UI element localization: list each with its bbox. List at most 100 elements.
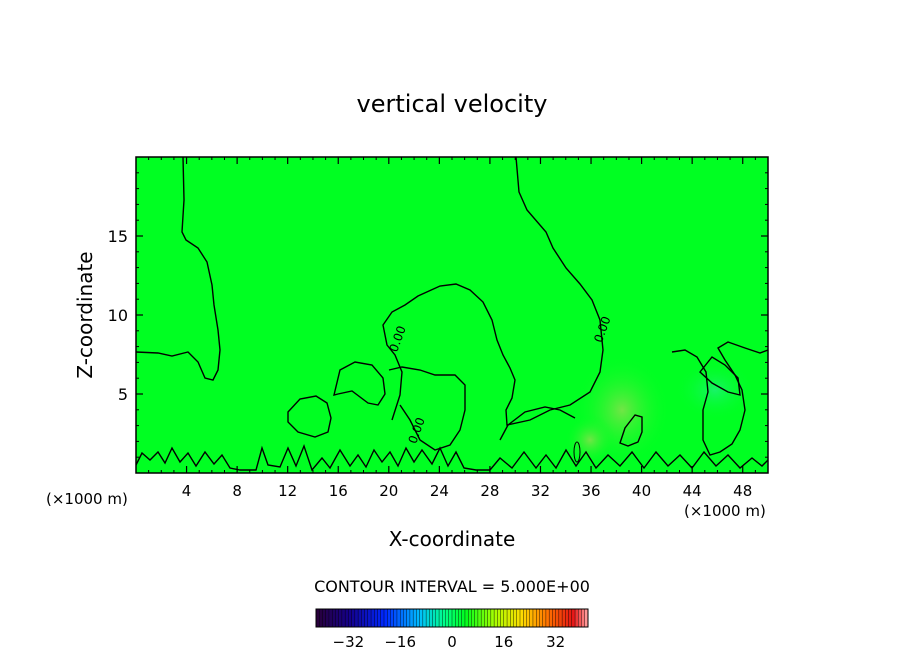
colorbar-cell [331,608,336,628]
contour-interval-text: CONTOUR INTERVAL = 5.000E+00 [314,577,590,596]
colorbar-cell [474,608,479,628]
colorbar-tick-label: 32 [546,633,565,651]
colorbar-cell [506,608,511,628]
colorbar-cell [519,608,524,628]
colorbar-cell [319,608,323,628]
colorbar-cell [442,608,447,628]
colorbar-cell [335,608,340,628]
colorbar-cell [361,608,366,628]
colorbar-cell [435,608,440,628]
y-tick-label: 15 [108,227,128,246]
x-tick-label: 4 [182,482,192,500]
colorbar-cell [380,608,385,628]
colorbar-cell [578,608,583,628]
x-tick-label: 20 [379,482,398,500]
x-tick-label: 48 [733,482,752,500]
colorbar-cell [425,608,430,628]
contour-lines [136,157,768,472]
colorbar-cell [552,608,557,628]
colorbar-ticks: −32 −16 0 16 32 [333,633,566,651]
x-tick-label: 36 [581,482,600,500]
colorbar-cell [467,608,472,628]
colorbar-cell [497,608,502,628]
chart-title: vertical velocity [357,90,548,118]
contour-line-right-a [619,414,643,447]
colorbar-cell [370,608,375,628]
colorbar-cell [455,608,459,628]
contour-line-inner [388,366,466,451]
contour-line-right-c [699,356,741,396]
colorbar-cell [539,608,544,628]
colorbar-tick-label: −32 [333,633,365,651]
colorbar-cell [532,608,537,628]
colorbar-cell [338,608,343,628]
colorbar-cell [490,608,495,628]
contour-line-dome [382,157,604,426]
colorbar-cell [581,608,586,628]
colorbar-tick-label: 0 [447,633,457,651]
colorbar-cell [487,608,492,628]
colorbar-cell [412,608,417,628]
colorbar-cell [344,608,349,628]
colorbar-cell [516,608,521,628]
colorbar-cell [500,608,505,628]
colorbar-cell [461,608,466,628]
x-tick-label: 28 [480,482,499,500]
colorbar-frame [315,608,589,628]
colorbar-cell [510,608,515,628]
colorbar-cell [529,608,534,628]
colorbar-cell [325,608,330,628]
colorbar-cell [390,608,395,628]
colorbar-cell [409,608,414,628]
colorbar-cell [542,608,547,628]
colorbar-cell [513,608,518,628]
colorbar-cell [561,608,566,628]
colorbar-cell [328,608,333,628]
colorbar-cell [451,608,456,628]
x-tick-label: 40 [632,482,651,500]
colorbar-cell [438,608,443,628]
colorbar-cell [448,608,453,628]
colorbar-cell [458,608,463,628]
colorbar-cell [526,608,531,628]
colorbar-cell [464,608,469,628]
colorbar-cell [523,608,527,628]
x-unit-label-right: (×1000 m) [684,502,766,520]
colorbar-cell [354,608,359,628]
x-axis-label: X-coordinate [389,527,516,551]
colorbar [315,608,589,628]
colorbar-cell [484,608,489,628]
colorbar-cell [565,608,570,628]
contour-line-blob-b [333,361,386,406]
x-tick-label: 16 [329,482,348,500]
x-axis: 4 8 12 16 20 24 28 32 36 40 44 48 [148,157,756,500]
colorbar-cell [574,608,579,628]
colorbar-cell [374,608,379,628]
plot-area [136,157,768,473]
colorbar-cell [357,608,362,628]
colorbar-cell [393,608,398,628]
colorbar-cell [383,608,388,628]
x-tick-label: 24 [430,482,449,500]
colorbar-cell [315,608,320,628]
colorbar-cell [396,608,401,628]
contour-line-right-b [671,341,768,456]
x-tick-label: 8 [232,482,242,500]
y-tick-label: 10 [108,306,128,325]
y-axis-label: Z-coordinate [73,251,97,378]
colorbar-cell [432,608,437,628]
y-axis: 5 10 15 [108,172,768,458]
colorbar-cell [364,608,369,628]
colorbar-cell [351,608,356,628]
colorbar-tick-label: −16 [384,633,416,651]
colorbar-cell [377,608,382,628]
x-tick-label: 32 [531,482,550,500]
colorbar-cell [399,608,404,628]
x-tick-label: 12 [278,482,297,500]
contour-line-blob-a [287,395,332,438]
colorbar-cell [480,608,485,628]
colorbar-cell [445,608,450,628]
y-tick-label: 5 [118,385,128,404]
x-unit-label-left: (×1000 m) [46,490,128,508]
